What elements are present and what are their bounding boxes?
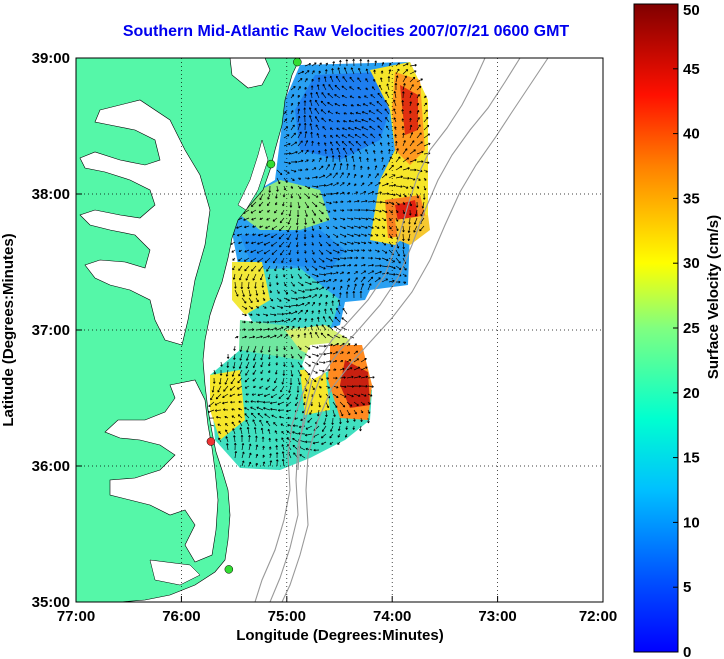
velocity-arrow-set [207,58,431,467]
y-axis-title: Latitude (Degrees:Minutes) [0,233,17,426]
colorbar-tick-label: 15 [683,450,700,467]
bathymetry-contours [254,58,549,602]
y-axis-tick-labels: 39:00 38:00 37:00 36:00 35:00 [32,50,70,611]
y-tick-label: 35:00 [32,594,70,611]
colorbar-title: Surface Velocity (cm/s) [705,215,722,379]
colorbar-tick-label: 5 [683,579,691,596]
colorbar-tick-label: 25 [683,320,700,337]
y-tick-label: 39:00 [32,50,70,67]
y-tick-label: 37:00 [32,322,70,339]
colorbar-tick-label: 10 [683,514,700,531]
x-axis-tick-labels: 77:00 76:00 75:00 74:00 73:00 72:00 [57,608,617,625]
x-tick-label: 77:00 [57,608,95,625]
velocity-field [210,62,430,470]
x-tick-label: 75:00 [268,608,306,625]
x-tick-label: 73:00 [478,608,516,625]
radar-station-marker [266,159,276,169]
colorbar-tick-label: 20 [683,385,700,402]
map-title: Southern Mid-Atlantic Raw Velocities 200… [122,23,570,40]
colorbar-tick-label: 30 [683,255,700,272]
x-tick-label: 74:00 [373,608,411,625]
colorbar-tick-label: 45 [683,61,700,78]
axis-ticks [76,193,499,602]
y-tick-label: 38:00 [32,186,70,203]
colorbar-tick-label: 50 [683,2,700,19]
colorbar-tick-label: 35 [683,190,700,207]
y-tick-label: 36:00 [32,458,70,475]
x-tick-label: 76:00 [162,608,200,625]
colorbar: 0 5 10 15 20 25 30 35 40 45 50 Surface Velocity (c… [633,2,722,659]
colorbar-tick-label: 0 [683,644,691,659]
x-axis-title: Longitude (Degrees:Minutes) [236,627,444,644]
velocity-arrows [207,58,431,467]
x-tick-label: 72:00 [579,608,617,625]
colorbar-tick-label: 40 [683,126,700,143]
map-grid [76,58,603,602]
radar-station-marker [206,437,216,446]
colorbar-gradient [633,3,679,653]
radar-station-marker [224,565,234,574]
radar-station-marker [293,58,302,67]
